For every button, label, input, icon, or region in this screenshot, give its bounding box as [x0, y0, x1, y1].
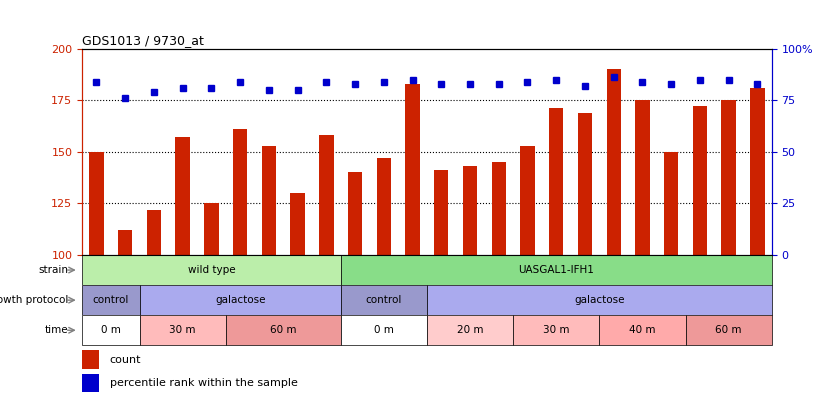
- Bar: [427, 315, 513, 345]
- Bar: [204, 203, 218, 255]
- Bar: [140, 285, 341, 315]
- Text: 30 m: 30 m: [169, 325, 196, 335]
- Bar: [599, 315, 686, 345]
- Bar: [89, 152, 103, 255]
- Bar: [82, 350, 99, 369]
- Bar: [140, 315, 226, 345]
- Bar: [291, 193, 305, 255]
- Bar: [176, 137, 190, 255]
- Text: control: control: [93, 295, 129, 305]
- Bar: [341, 285, 427, 315]
- Text: galactose: galactose: [215, 295, 265, 305]
- Bar: [341, 255, 772, 285]
- Bar: [341, 315, 427, 345]
- Bar: [377, 158, 391, 255]
- Text: GDS1013 / 9730_at: GDS1013 / 9730_at: [82, 34, 204, 47]
- Bar: [319, 135, 333, 255]
- Bar: [750, 88, 764, 255]
- Bar: [118, 230, 132, 255]
- Bar: [82, 255, 341, 285]
- Bar: [722, 100, 736, 255]
- Bar: [521, 146, 534, 255]
- Text: 40 m: 40 m: [629, 325, 656, 335]
- Bar: [635, 100, 649, 255]
- Text: wild type: wild type: [187, 265, 236, 275]
- Text: percentile rank within the sample: percentile rank within the sample: [110, 378, 297, 388]
- Text: galactose: galactose: [574, 295, 625, 305]
- Bar: [348, 173, 362, 255]
- Text: growth protocol: growth protocol: [0, 295, 68, 305]
- Bar: [82, 285, 140, 315]
- Bar: [686, 315, 772, 345]
- Text: time: time: [44, 325, 68, 335]
- Bar: [233, 129, 247, 255]
- Bar: [664, 152, 678, 255]
- Bar: [578, 113, 592, 255]
- Bar: [82, 374, 99, 392]
- Text: 30 m: 30 m: [543, 325, 570, 335]
- Bar: [406, 84, 420, 255]
- Bar: [693, 107, 707, 255]
- Bar: [513, 315, 599, 345]
- Bar: [607, 69, 621, 255]
- Bar: [147, 210, 161, 255]
- Text: 60 m: 60 m: [715, 325, 742, 335]
- Text: 60 m: 60 m: [270, 325, 296, 335]
- Bar: [492, 162, 506, 255]
- Text: 0 m: 0 m: [101, 325, 121, 335]
- Bar: [262, 146, 276, 255]
- Text: strain: strain: [39, 265, 68, 275]
- Bar: [82, 315, 140, 345]
- Text: count: count: [110, 355, 141, 365]
- Bar: [463, 166, 477, 255]
- Text: 0 m: 0 m: [374, 325, 394, 335]
- Bar: [549, 109, 563, 255]
- Bar: [427, 285, 772, 315]
- Bar: [434, 171, 448, 255]
- Text: control: control: [365, 295, 402, 305]
- Text: 20 m: 20 m: [456, 325, 484, 335]
- Bar: [226, 315, 341, 345]
- Text: UASGAL1-IFH1: UASGAL1-IFH1: [518, 265, 594, 275]
